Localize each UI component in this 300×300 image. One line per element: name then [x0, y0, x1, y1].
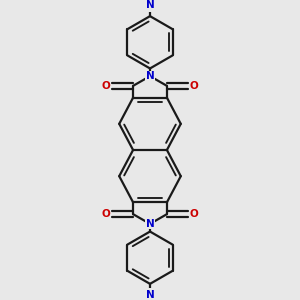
Text: N: N [146, 71, 154, 81]
Text: O: O [190, 81, 198, 91]
Text: N: N [146, 219, 154, 229]
Text: O: O [190, 209, 198, 219]
Text: O: O [102, 81, 110, 91]
Text: O: O [102, 209, 110, 219]
Text: N: N [146, 0, 154, 11]
Text: N: N [146, 290, 154, 300]
